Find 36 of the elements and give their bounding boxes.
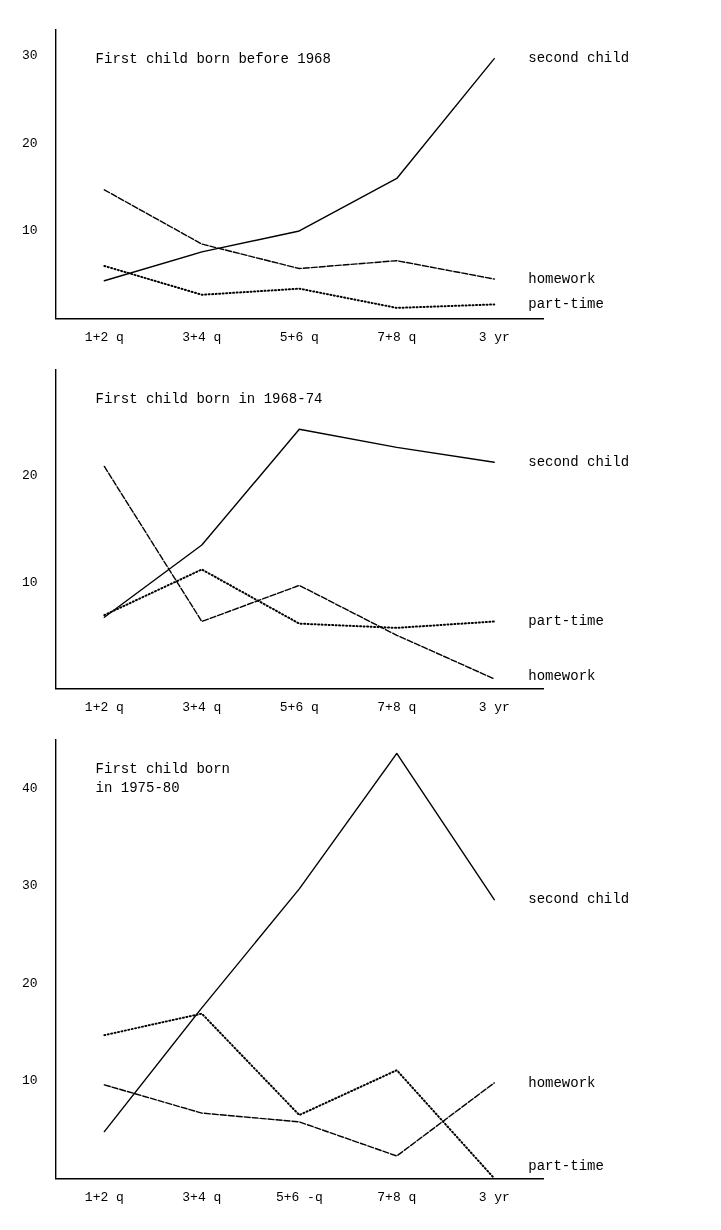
text: homework <box>528 1074 596 1091</box>
text: First child born in 1968-74 <box>95 390 323 407</box>
x-tick-label: 1+2 q <box>84 699 124 715</box>
x-tick-label: 1+2 q <box>84 1189 124 1205</box>
y-tick-label: 10 <box>21 574 38 590</box>
x-tick-label: 7+8 q <box>377 329 417 345</box>
text: second child <box>528 50 630 67</box>
text: second child <box>528 891 630 908</box>
x-tick-label: 7+8 q <box>377 1189 417 1205</box>
text: First child born in 1975-80 <box>95 760 231 796</box>
y-tick-label: 10 <box>21 1073 38 1089</box>
y-tick-label: 20 <box>21 468 38 484</box>
x-tick-label: 7+8 q <box>377 699 417 715</box>
y-tick-label: 30 <box>21 48 38 64</box>
x-tick-label: 5+6 q <box>279 329 319 345</box>
text: second child <box>528 453 630 470</box>
y-tick-label: 30 <box>21 878 38 894</box>
x-tick-label: 3+4 q <box>182 699 222 715</box>
y-tick-label: 40 <box>21 780 38 796</box>
text: homework <box>528 270 596 287</box>
x-tick-label: 1+2 q <box>84 329 124 345</box>
x-tick-label: 3 yr <box>478 329 510 345</box>
text: part-time <box>528 613 604 630</box>
y-tick-label: 20 <box>21 975 38 991</box>
y-tick-label: 10 <box>21 223 38 239</box>
x-tick-label: 3+4 q <box>182 1189 222 1205</box>
text: part-time <box>528 296 604 313</box>
y-tick-label: 20 <box>21 135 38 151</box>
x-tick-label: 3 yr <box>478 1189 510 1205</box>
x-tick-label: 3+4 q <box>182 329 222 345</box>
text: First child born before 1968 <box>95 50 331 67</box>
text: part-time <box>528 1158 604 1175</box>
x-tick-label: 5+6 -q <box>275 1189 323 1205</box>
x-tick-label: 5+6 q <box>279 699 319 715</box>
x-tick-label: 3 yr <box>478 699 510 715</box>
text: homework <box>528 668 596 685</box>
